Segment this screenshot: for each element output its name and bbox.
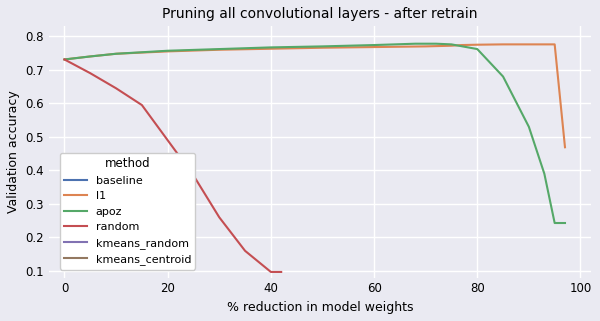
apoz <box>562 221 569 225</box>
l1 <box>562 145 569 149</box>
l1 <box>473 43 481 47</box>
apoz <box>412 42 419 46</box>
l1 <box>319 46 326 50</box>
l1 <box>422 45 429 48</box>
apoz <box>267 46 274 49</box>
apoz <box>61 57 68 61</box>
random <box>215 215 223 219</box>
random <box>86 71 94 75</box>
apoz <box>370 43 377 47</box>
apoz <box>319 45 326 48</box>
l1 <box>458 43 466 47</box>
random <box>267 270 274 274</box>
l1 <box>499 42 506 46</box>
l1 <box>448 44 455 48</box>
apoz <box>433 42 440 46</box>
Line: l1: l1 <box>64 44 565 147</box>
apoz <box>86 55 94 58</box>
Legend: baseline, l1, apoz, random, kmeans_random, kmeans_centroid: baseline, l1, apoz, random, kmeans_rando… <box>60 152 196 270</box>
apoz <box>525 125 532 129</box>
random <box>190 173 197 177</box>
apoz <box>215 47 223 51</box>
apoz <box>448 42 455 46</box>
apoz <box>499 74 506 78</box>
apoz <box>551 221 558 225</box>
X-axis label: % reduction in model weights: % reduction in model weights <box>227 301 413 314</box>
apoz <box>112 52 119 56</box>
random <box>164 138 171 142</box>
Line: random: random <box>64 59 281 272</box>
apoz <box>473 47 481 51</box>
random <box>138 103 145 107</box>
apoz <box>541 172 548 176</box>
l1 <box>525 42 532 46</box>
random <box>61 57 68 61</box>
random <box>112 86 119 90</box>
l1 <box>551 42 558 46</box>
apoz <box>164 49 171 53</box>
l1 <box>86 55 94 58</box>
random <box>278 270 285 274</box>
random <box>241 249 248 253</box>
l1 <box>61 57 68 61</box>
apoz <box>422 42 429 46</box>
l1 <box>267 47 274 51</box>
l1 <box>112 52 119 56</box>
l1 <box>370 45 377 49</box>
Y-axis label: Validation accuracy: Validation accuracy <box>7 91 20 213</box>
l1 <box>541 42 548 46</box>
l1 <box>164 49 171 53</box>
l1 <box>215 48 223 52</box>
Line: apoz: apoz <box>64 44 565 223</box>
Title: Pruning all convolutional layers - after retrain: Pruning all convolutional layers - after… <box>162 7 478 21</box>
